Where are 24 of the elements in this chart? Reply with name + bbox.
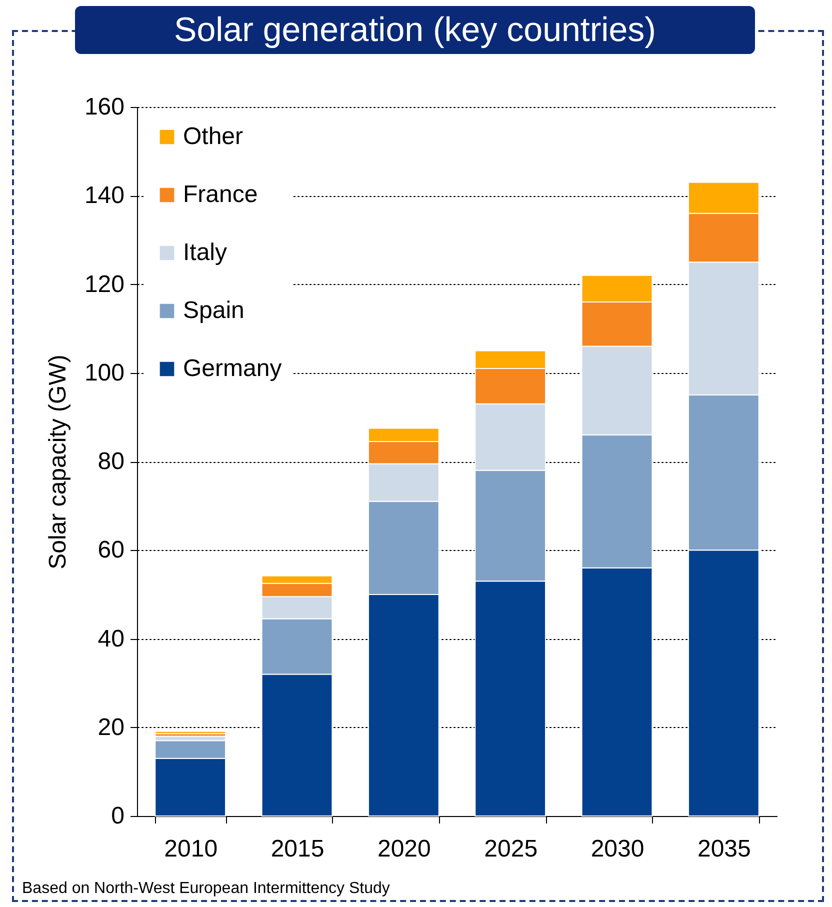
legend-label: Italy — [183, 239, 228, 266]
y-tick-label: 20 — [98, 714, 124, 741]
legend-label: France — [183, 181, 258, 208]
text: Based on North-West European Intermittency Study — [22, 880, 390, 898]
x-tick-label: 2015 — [270, 836, 324, 862]
legend-label: Germany — [183, 355, 282, 382]
legend-label: Other — [183, 123, 244, 150]
chart-title: Solar generation (key countries) — [75, 6, 755, 54]
y-tick-label: 80 — [98, 448, 124, 475]
y-tick-label: 100 — [84, 359, 124, 386]
x-tick-label: 2010 — [164, 836, 218, 862]
y-tick-label: 160 — [84, 94, 124, 120]
y-axis-title: Solar capacity (GW) — [44, 354, 72, 570]
y-tick-label: 40 — [98, 625, 124, 652]
legend-label: Spain — [183, 297, 244, 324]
y-tick-label: 0 — [111, 802, 124, 830]
x-tick-label: 2020 — [377, 836, 431, 862]
y-tick-label: 120 — [84, 270, 124, 298]
y-tick-label: 140 — [84, 182, 124, 210]
y-tick-label: 60 — [98, 536, 124, 564]
x-tick-label: 2025 — [484, 836, 538, 862]
x-tick-label: 2035 — [697, 836, 751, 862]
x-tick-label: 2030 — [590, 836, 644, 862]
bar — [154, 730, 226, 734]
